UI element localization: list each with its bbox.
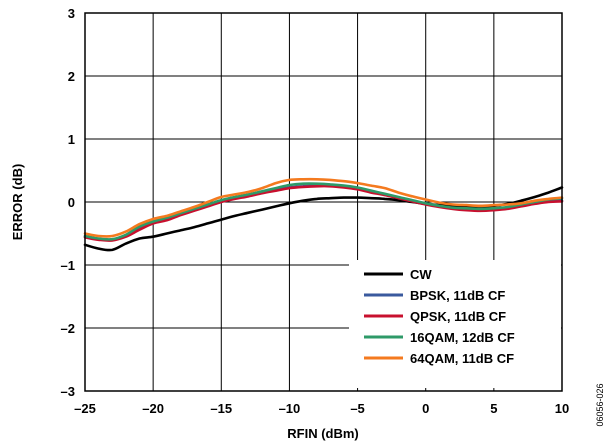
series-layer [83, 177, 564, 252]
legend-label: CW [410, 267, 432, 282]
figure-id: 06056-026 [595, 383, 605, 426]
y-tick-label: –3 [61, 384, 75, 399]
x-tick-label: –10 [279, 401, 301, 416]
y-tick-labels: –3 –2 –1 0 1 2 3 [61, 6, 75, 399]
y-tick-label: 2 [68, 69, 75, 84]
legend-label: BPSK, 11dB CF [410, 288, 505, 303]
series-line-qpsk-11db-cf [83, 184, 564, 242]
x-tick-labels: –25 –20 –15 –10 –5 0 5 10 [74, 401, 569, 416]
x-tick-label: –15 [210, 401, 232, 416]
series-line-64qam-11db-cf [83, 177, 564, 238]
x-tick-label: 5 [490, 401, 497, 416]
series-line-16qam-12db-cf [83, 182, 564, 241]
y-tick-label: –1 [61, 258, 75, 273]
legend-label: QPSK, 11dB CF [410, 309, 506, 324]
x-tick-label: –5 [350, 401, 364, 416]
x-tick-label: 10 [555, 401, 569, 416]
x-tick-label: –25 [74, 401, 96, 416]
y-tick-label: –2 [61, 321, 75, 336]
x-tick-label: 0 [422, 401, 429, 416]
legend-label: 16QAM, 12dB CF [410, 330, 515, 345]
y-tick-label: 0 [68, 195, 75, 210]
y-tick-label: 3 [68, 6, 75, 21]
y-axis-title: ERROR (dB) [10, 164, 25, 241]
legend: CW BPSK, 11dB CF QPSK, 11dB CF 16QAM, 12dB … [349, 260, 561, 388]
plot-frame [84, 12, 563, 392]
y-tick-label: 1 [68, 132, 75, 147]
x-tick-label: –20 [142, 401, 164, 416]
legend-label: 64QAM, 11dB CF [410, 351, 514, 366]
x-axis-title: RFIN (dBm) [287, 426, 359, 441]
legend-background [349, 260, 561, 388]
